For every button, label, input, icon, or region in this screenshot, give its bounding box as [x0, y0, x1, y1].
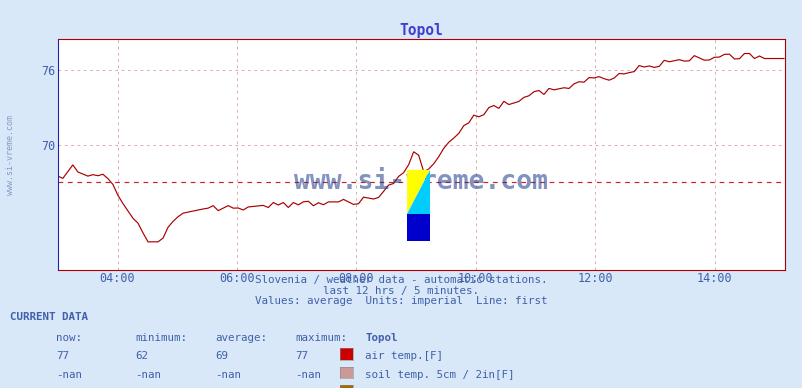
Text: soil temp. 5cm / 2in[F]: soil temp. 5cm / 2in[F]: [365, 370, 514, 380]
Text: minimum:: minimum:: [135, 333, 187, 343]
Bar: [407, 213, 429, 241]
Text: -nan: -nan: [215, 370, 241, 380]
Polygon shape: [407, 170, 429, 213]
Text: Slovenia / weather data - automatic stations.: Slovenia / weather data - automatic stat…: [255, 275, 547, 285]
Text: maximum:: maximum:: [295, 333, 347, 343]
Title: Topol: Topol: [399, 23, 443, 38]
Text: Topol: Topol: [365, 333, 397, 343]
Text: last 12 hrs / 5 minutes.: last 12 hrs / 5 minutes.: [323, 286, 479, 296]
Text: average:: average:: [215, 333, 267, 343]
Text: 69: 69: [215, 351, 228, 361]
Text: 77: 77: [56, 351, 69, 361]
Text: Values: average  Units: imperial  Line: first: Values: average Units: imperial Line: fi…: [255, 296, 547, 307]
Text: -nan: -nan: [295, 370, 321, 380]
Text: air temp.[F]: air temp.[F]: [365, 351, 443, 361]
Text: -nan: -nan: [135, 370, 160, 380]
Polygon shape: [407, 170, 429, 213]
Text: www.si-vreme.com: www.si-vreme.com: [294, 169, 548, 195]
Text: www.si-vreme.com: www.si-vreme.com: [6, 115, 15, 195]
Text: CURRENT DATA: CURRENT DATA: [10, 312, 87, 322]
Text: 77: 77: [295, 351, 308, 361]
Text: now:: now:: [56, 333, 82, 343]
Text: 62: 62: [135, 351, 148, 361]
Text: -nan: -nan: [56, 370, 82, 380]
